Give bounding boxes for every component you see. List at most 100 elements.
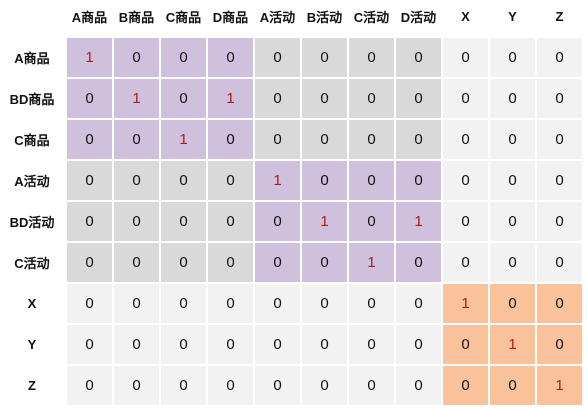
row-header: C活动 [14, 256, 50, 271]
matrix-cell: 1 [161, 120, 206, 159]
matrix-cell: 1 [537, 366, 582, 405]
matrix-cell: 0 [302, 79, 347, 118]
matrix-cell: 0 [490, 161, 535, 200]
matrix-cell: 0 [208, 38, 253, 77]
row-header: A商品 [14, 51, 50, 66]
column-header: A活动 [259, 9, 296, 25]
matrix-cell: 0 [396, 284, 441, 323]
column-header: Z [555, 8, 564, 24]
matrix-cell: 0 [255, 243, 300, 282]
matrix-cell: 0 [302, 161, 347, 200]
row-header: Z [28, 378, 36, 393]
matrix-cell: 0 [302, 366, 347, 405]
matrix-cell: 0 [396, 79, 441, 118]
matrix-cell: 0 [67, 202, 112, 241]
matrix-cell: 0 [443, 120, 488, 159]
matrix-cell: 0 [67, 366, 112, 405]
matrix-cell: 0 [490, 202, 535, 241]
matrix-cell: 0 [114, 243, 159, 282]
matrix-cell: 0 [349, 38, 394, 77]
matrix-cell: 0 [490, 284, 535, 323]
matrix-cell: 0 [349, 79, 394, 118]
matrix-cell: 0 [490, 366, 535, 405]
row-header: Y [27, 337, 37, 352]
column-header: B商品 [118, 9, 155, 25]
column-header: D活动 [400, 9, 437, 25]
matrix-cell: 1 [67, 38, 112, 77]
matrix-cell: 0 [255, 284, 300, 323]
matrix-cell: 0 [208, 325, 253, 364]
matrix-cell: 0 [255, 325, 300, 364]
matrix-cell: 0 [443, 325, 488, 364]
matrix-cell: 0 [396, 120, 441, 159]
matrix-cell: 0 [396, 38, 441, 77]
matrix-cell: 0 [349, 366, 394, 405]
matrix-cell: 0 [208, 366, 253, 405]
matrix-cell: 1 [443, 284, 488, 323]
matrix-cell: 1 [302, 202, 347, 241]
row-header: A活动 [14, 174, 50, 189]
matrix-cell: 0 [114, 366, 159, 405]
matrix-cell: 0 [161, 243, 206, 282]
column-header: B活动 [306, 9, 343, 25]
matrix-cell: 0 [349, 161, 394, 200]
matrix-cell: 0 [255, 120, 300, 159]
matrix-cell: 0 [114, 202, 159, 241]
matrix-cell: 0 [255, 38, 300, 77]
matrix-cell: 0 [255, 202, 300, 241]
matrix-cell: 0 [349, 120, 394, 159]
matrix-cell: 0 [114, 161, 159, 200]
matrix-cell: 0 [443, 243, 488, 282]
column-header: C活动 [353, 9, 390, 25]
matrix-cell: 0 [490, 243, 535, 282]
matrix-cell: 0 [255, 366, 300, 405]
matrix-cell: 0 [161, 161, 206, 200]
matrix-cell: 0 [67, 325, 112, 364]
column-header: A商品 [71, 9, 108, 25]
matrix-cell: 0 [443, 161, 488, 200]
matrix-cell: 1 [255, 161, 300, 200]
matrix-cell: 0 [396, 325, 441, 364]
matrix-cell: 0 [537, 243, 582, 282]
matrix-cell: 0 [537, 202, 582, 241]
row-header: X [27, 296, 37, 311]
matrix-cell: 0 [114, 38, 159, 77]
matrix-cell: 0 [349, 284, 394, 323]
matrix-cell: 1 [208, 79, 253, 118]
matrix-cell: 0 [208, 161, 253, 200]
matrix-cell: 0 [114, 325, 159, 364]
row-header: C商品 [14, 133, 50, 148]
matrix-cell: 0 [255, 79, 300, 118]
matrix-cell: 0 [161, 366, 206, 405]
matrix-cell: 0 [67, 120, 112, 159]
matrix-cell: 0 [537, 325, 582, 364]
matrix-cell: 1 [349, 243, 394, 282]
column-header: X [461, 8, 470, 24]
matrix-cell: 0 [349, 202, 394, 241]
matrix-cell: 0 [302, 325, 347, 364]
matrix-cell: 0 [490, 120, 535, 159]
matrix-cell: 0 [396, 366, 441, 405]
matrix-cell: 0 [490, 38, 535, 77]
matrix-cell: 1 [490, 325, 535, 364]
matrix-cell: 0 [208, 120, 253, 159]
matrix-cell: 0 [537, 38, 582, 77]
column-header: Y [508, 8, 517, 24]
matrix-cell: 0 [67, 243, 112, 282]
matrix-cell: 0 [537, 284, 582, 323]
matrix-cell: 0 [114, 120, 159, 159]
matrix-cell: 0 [396, 161, 441, 200]
matrix-cell: 0 [208, 243, 253, 282]
row-header: BD活动 [9, 215, 55, 230]
matrix-cell: 0 [302, 243, 347, 282]
matrix-cell: 0 [67, 161, 112, 200]
matrix-cell: 0 [114, 284, 159, 323]
matrix-cell: 0 [302, 120, 347, 159]
matrix-cell: 0 [208, 284, 253, 323]
matrix-cell: 0 [161, 325, 206, 364]
matrix-cell: 0 [161, 38, 206, 77]
column-header: D商品 [212, 9, 249, 25]
matrix-cell: 0 [161, 202, 206, 241]
column-header: C商品 [165, 9, 202, 25]
